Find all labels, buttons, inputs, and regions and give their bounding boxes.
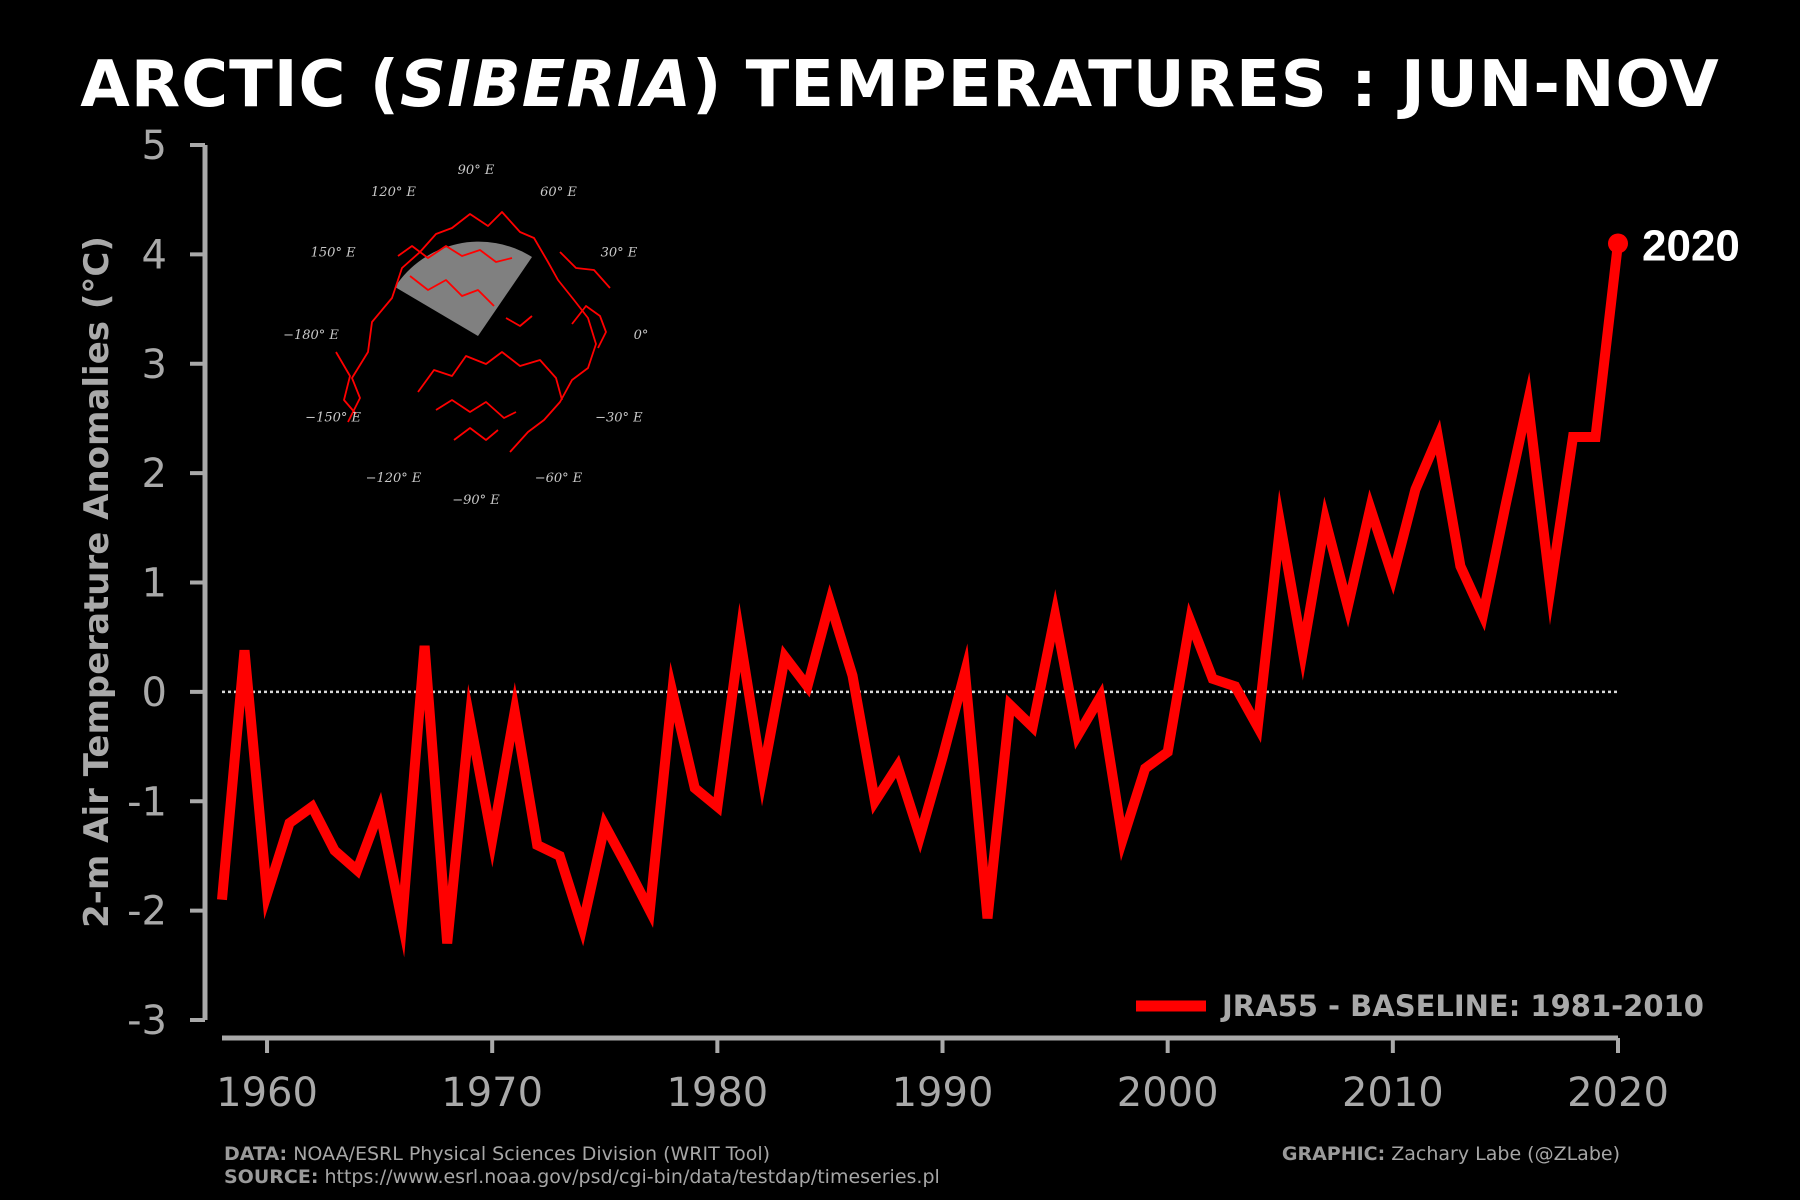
footer-source-label: SOURCE: xyxy=(224,1166,319,1188)
footer-source: SOURCE: https://www.esrl.noaa.gov/psd/cg… xyxy=(224,1166,940,1188)
series-line xyxy=(217,242,1623,958)
coastline xyxy=(409,275,495,307)
title-emphasis: SIBERIA xyxy=(400,48,693,122)
x-tick-label: 1960 xyxy=(216,1070,318,1116)
coastline xyxy=(505,315,533,327)
title-suffix: ) TEMPERATURES : JUN-NOV xyxy=(692,48,1720,122)
coastline xyxy=(417,351,563,401)
chart-title: ARCTIC (SIBERIA) TEMPERATURES : JUN-NOV xyxy=(0,48,1800,122)
y-tick-label: 2 xyxy=(142,451,167,497)
chart-axes: -3 -2 -1 0 1 2 3 4 5 1960 1970 1980 1990 2000 2010 2020… xyxy=(77,123,1669,1116)
footer-graphic-text: Zachary Labe (@ZLabe) xyxy=(1391,1143,1620,1165)
footer-data-label: DATA: xyxy=(224,1143,288,1165)
plot-area: 2020 xyxy=(217,221,1740,958)
y-tick-label: -2 xyxy=(127,889,167,935)
data-point-2020 xyxy=(1608,233,1628,254)
legend: JRA55 - BASELINE: 1981-2010 xyxy=(1136,989,1704,1023)
coastline xyxy=(571,305,607,349)
x-tick-label: 1980 xyxy=(666,1070,768,1116)
y-tick-label: 3 xyxy=(142,342,167,388)
y-tick-label: 4 xyxy=(142,232,167,278)
x-tick-label: 2020 xyxy=(1567,1070,1669,1116)
longitude-label: −30° E xyxy=(595,411,643,426)
inset-map: 90° E 60° E 30° E 0° −30° E −60° E −90° E −120°… xyxy=(283,163,648,508)
annotation-2020: 2020 xyxy=(1642,221,1740,270)
coastline xyxy=(559,251,611,289)
longitude-label: 90° E xyxy=(458,163,495,178)
footer-graphic-label: GRAPHIC: xyxy=(1281,1143,1386,1165)
x-tick-label: 1970 xyxy=(441,1070,543,1116)
y-tick-label: -3 xyxy=(127,998,167,1044)
longitude-label: −120° E xyxy=(366,471,422,486)
x-tick-label: 2010 xyxy=(1342,1070,1444,1116)
y-tick-label: 1 xyxy=(142,561,167,607)
footer-data-text: NOAA/ESRL Physical Sciences Division (WR… xyxy=(293,1143,771,1165)
y-tick-label: 5 xyxy=(142,123,167,169)
coastline xyxy=(435,399,517,419)
footer-source-text: https://www.esrl.noaa.gov/psd/cgi-bin/da… xyxy=(324,1166,940,1188)
x-tick-label: 1990 xyxy=(892,1070,994,1116)
y-axis-title: 2-m Air Temperature Anomalies (°C) xyxy=(77,236,117,928)
longitude-label: 30° E xyxy=(601,246,638,261)
highlight-sector xyxy=(395,241,532,336)
longitude-label: −90° E xyxy=(452,493,500,508)
footer-data: DATA: NOAA/ESRL Physical Sciences Divisi… xyxy=(224,1143,770,1165)
longitude-label: 120° E xyxy=(371,185,416,200)
longitude-label: 150° E xyxy=(311,246,356,261)
coastline xyxy=(347,211,597,453)
y-tick-label: 0 xyxy=(142,670,167,716)
coastline xyxy=(453,427,499,441)
longitude-label: −60° E xyxy=(535,471,583,486)
y-tick-label: -1 xyxy=(127,779,167,825)
longitude-label: −180° E xyxy=(283,328,339,343)
coastline xyxy=(397,245,513,263)
legend-label: JRA55 - BASELINE: 1981-2010 xyxy=(1220,989,1704,1023)
x-tick-label: 2000 xyxy=(1117,1070,1219,1116)
title-prefix: ARCTIC ( xyxy=(80,48,401,122)
footer-graphic: GRAPHIC: Zachary Labe (@ZLabe) xyxy=(1282,1143,1620,1165)
longitude-label: 0° xyxy=(634,328,649,343)
longitude-label: 60° E xyxy=(540,185,577,200)
coastline xyxy=(335,351,357,415)
longitude-label: −150° E xyxy=(305,411,361,426)
